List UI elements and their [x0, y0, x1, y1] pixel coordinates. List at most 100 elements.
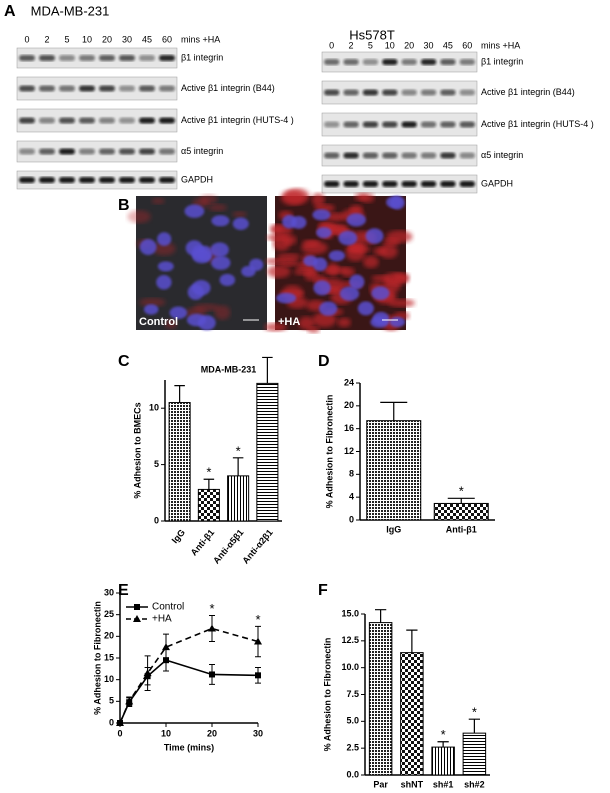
chart-title: MDA-MB-231 — [201, 364, 257, 374]
blot-band — [343, 152, 359, 159]
blot-band — [139, 177, 155, 183]
blot-band — [362, 152, 379, 159]
panel-label: F — [318, 582, 328, 599]
actin-signal — [325, 212, 346, 222]
blot-band — [159, 117, 175, 124]
blot-strip — [321, 112, 478, 137]
blot-band — [420, 181, 437, 187]
y-tick-label: 10 — [104, 674, 114, 684]
blot-band — [382, 121, 398, 128]
legend-marker — [133, 615, 141, 622]
blot-band — [382, 181, 398, 187]
blot-band — [440, 89, 456, 96]
blot-band — [382, 152, 398, 159]
y-tick-label: 0 — [349, 514, 354, 524]
blot-band — [139, 117, 155, 124]
actin-signal — [301, 241, 328, 255]
lane-label: 45 — [443, 40, 453, 50]
row-label: Active β1 integrin (HUTS-4 ) — [481, 119, 594, 129]
nucleus — [328, 250, 345, 262]
bar — [368, 622, 393, 776]
blot-band — [420, 59, 437, 65]
y-axis-label: % Adhesion to Fibronectin — [92, 601, 102, 715]
x-tick-label: 20 — [207, 728, 217, 738]
blot-strip — [16, 140, 178, 163]
actin-signal — [307, 326, 320, 333]
blot-band — [343, 121, 359, 128]
error-bar — [406, 629, 418, 653]
blot-band — [440, 59, 456, 65]
blot-band — [39, 55, 55, 61]
y-tick-label: 16 — [344, 423, 354, 433]
lane-label: 0 — [24, 34, 29, 44]
y-tick-label: 2.5 — [346, 743, 359, 753]
marker — [162, 643, 170, 651]
nucleus — [312, 209, 331, 221]
blot-band — [401, 121, 417, 128]
legend-marker — [134, 604, 140, 610]
actin-signal — [264, 322, 287, 332]
blot-band — [343, 89, 359, 96]
panel-label: D — [318, 353, 330, 370]
nucleus — [197, 315, 216, 331]
blot-band — [39, 85, 55, 92]
actin-signal — [282, 234, 297, 246]
nucleus — [211, 215, 230, 227]
lane-label: 60 — [162, 34, 172, 44]
lane-label: 10 — [385, 40, 395, 50]
nucleus — [316, 227, 332, 239]
y-tick-label: 0 — [109, 717, 114, 727]
y-tick-label: 8 — [349, 469, 354, 479]
panel-label: E — [118, 582, 129, 599]
y-tick-label: 0.0 — [346, 769, 359, 779]
blot-band — [401, 152, 417, 159]
nucleus — [219, 273, 236, 287]
actin-signal — [164, 319, 177, 329]
lane-unit: mins +HA — [481, 40, 520, 50]
nucleus — [210, 242, 229, 258]
x-tick-label: shNT — [401, 779, 424, 789]
actin-signal — [340, 267, 355, 277]
nucleus — [372, 311, 390, 325]
x-tick-label: 30 — [253, 728, 263, 738]
y-tick-label: 12.5 — [341, 635, 359, 645]
nucleus — [319, 301, 338, 316]
actin-signal — [311, 192, 325, 207]
nucleus — [357, 301, 374, 316]
lane-unit: mins +HA — [181, 34, 220, 44]
significance: * — [209, 601, 214, 616]
blot-band — [362, 89, 379, 96]
y-tick-label: 7.5 — [346, 689, 359, 699]
blot-band — [79, 85, 95, 92]
x-tick-label: IgG — [386, 524, 401, 534]
row-label: Active β1 integrin (B44) — [481, 87, 575, 97]
blot-band — [159, 55, 175, 61]
blot-band — [119, 55, 135, 61]
significance: * — [206, 465, 211, 480]
y-tick-label: 5.0 — [346, 716, 359, 726]
y-tick-label: 5 — [109, 696, 114, 706]
blot-band — [401, 89, 417, 96]
panel-label: A — [4, 3, 16, 20]
blot-band — [459, 89, 475, 96]
y-tick-label: 10.0 — [341, 662, 359, 672]
bar — [227, 475, 250, 522]
row-label: β1 integrin — [181, 52, 223, 62]
x-tick-label: IgG — [170, 527, 187, 545]
actin-signal — [312, 311, 337, 328]
marker — [209, 671, 215, 678]
marker — [254, 637, 262, 645]
micrograph — [264, 188, 415, 333]
significance: * — [255, 612, 260, 627]
nucleus — [349, 274, 365, 290]
error-bar — [437, 741, 449, 748]
line — [119, 627, 259, 724]
marker — [143, 669, 152, 677]
blot-strip — [16, 108, 178, 133]
blot-band — [324, 181, 340, 187]
bar — [197, 488, 220, 522]
blot-band — [59, 55, 75, 61]
y-axis-label: % Adhesion to Fibronectin — [322, 638, 332, 752]
x-tick-label: Anti-β1 — [189, 527, 217, 557]
blot-band — [362, 181, 379, 187]
